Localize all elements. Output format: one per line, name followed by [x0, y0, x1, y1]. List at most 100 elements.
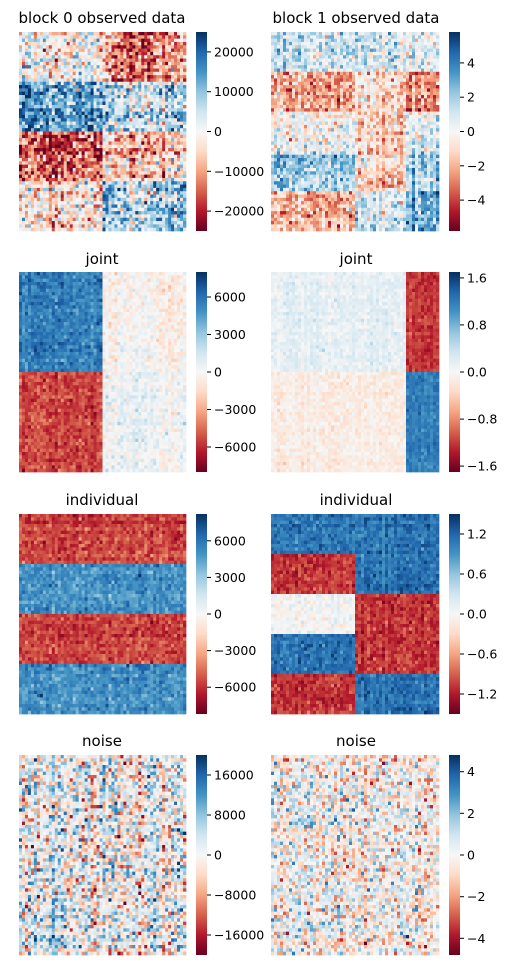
- heatmap-cell: [436, 72, 439, 76]
- heatmap-cell: [108, 161, 111, 165]
- heatmap-cell: [55, 218, 58, 222]
- heatmap-cell: [58, 128, 61, 132]
- heatmap-cell: [61, 128, 64, 132]
- heatmap-cell: [162, 158, 165, 162]
- heatmap-cell: [61, 138, 64, 142]
- heatmap-cell: [349, 125, 352, 129]
- heatmap-cell: [123, 125, 126, 129]
- heatmap-cell: [73, 105, 76, 109]
- heatmap-cell: [406, 85, 409, 89]
- heatmap-cell: [156, 148, 159, 152]
- heatmap-cell: [73, 171, 76, 175]
- heatmap-cell: [97, 45, 100, 49]
- heatmap-cell: [123, 168, 126, 172]
- heatmap-cell: [385, 68, 388, 72]
- heatmap-cell: [105, 112, 108, 116]
- heatmap-cell: [123, 59, 126, 63]
- heatmap-cell: [310, 55, 313, 59]
- heatmap-cell: [165, 92, 168, 96]
- heatmap-cell: [114, 45, 117, 49]
- heatmap-cell: [58, 125, 61, 129]
- heatmap-cell: [55, 185, 58, 189]
- heatmap-cell: [52, 122, 55, 126]
- heatmap-cell: [91, 62, 94, 66]
- heatmap-cell: [22, 59, 25, 63]
- heatmap-cell: [397, 82, 400, 86]
- heatmap-cell: [67, 105, 70, 109]
- heatmap-cell: [135, 78, 138, 82]
- heatmap-cell: [382, 42, 385, 46]
- heatmap-cell: [391, 35, 394, 39]
- heatmap-cell: [70, 75, 73, 79]
- heatmap-cell: [156, 82, 159, 86]
- heatmap-cell: [159, 115, 162, 119]
- heatmap-cell: [174, 65, 177, 69]
- heatmap-cell: [379, 102, 382, 106]
- heatmap-cell: [40, 62, 43, 66]
- heatmap-cell: [126, 68, 129, 72]
- heatmap-cell: [364, 105, 367, 109]
- heatmap-cell: [319, 125, 322, 129]
- heatmap-cell: [94, 218, 97, 222]
- heatmap-cell: [183, 59, 186, 63]
- heatmap-cell: [373, 42, 376, 46]
- heatmap-cell: [64, 112, 67, 116]
- heatmap-cell: [168, 138, 171, 142]
- heatmap-cell: [165, 181, 168, 185]
- heatmap-cell: [382, 59, 385, 63]
- heatmap-cell: [412, 88, 415, 92]
- heatmap-cell: [319, 82, 322, 86]
- heatmap-cell: [370, 115, 373, 119]
- heatmap-cell: [132, 102, 135, 106]
- heatmap-cell: [31, 158, 34, 162]
- heatmap-cell: [141, 138, 144, 142]
- heatmap-cell: [114, 92, 117, 96]
- heatmap-cell: [111, 135, 114, 139]
- heatmap-cell: [144, 188, 147, 192]
- heatmap-cell: [183, 122, 186, 126]
- heatmap-cell: [343, 115, 346, 119]
- heatmap-cell: [156, 168, 159, 172]
- heatmap-cell: [313, 52, 316, 56]
- heatmap-cell: [111, 98, 114, 102]
- heatmap-cell: [100, 42, 103, 46]
- heatmap-cell: [355, 59, 358, 63]
- heatmap-cell: [289, 125, 292, 129]
- heatmap-cell: [22, 151, 25, 155]
- heatmap-cell: [79, 102, 82, 106]
- heatmap-cell: [129, 141, 132, 145]
- heatmap-cell: [415, 49, 418, 53]
- heatmap-cell: [97, 151, 100, 155]
- heatmap-cell: [55, 68, 58, 72]
- heatmap-cell: [132, 161, 135, 165]
- heatmap-cell: [91, 165, 94, 169]
- heatmap-cell: [421, 75, 424, 79]
- heatmap-cell: [415, 35, 418, 39]
- heatmap-cell: [61, 125, 64, 129]
- heatmap-cell: [412, 52, 415, 56]
- heatmap-cell: [22, 224, 25, 228]
- heatmap-cell: [28, 158, 31, 162]
- heatmap-cell: [52, 88, 55, 92]
- heatmap-cell: [58, 45, 61, 49]
- heatmap-cell: [91, 171, 94, 175]
- heatmap-cell: [165, 78, 168, 82]
- heatmap-cell: [331, 98, 334, 102]
- heatmap-cell: [162, 191, 165, 195]
- heatmap-cell: [391, 122, 394, 126]
- heatmap-cell: [91, 204, 94, 208]
- heatmap-cell: [28, 49, 31, 53]
- heatmap-cell: [76, 78, 79, 82]
- heatmap-cell: [144, 85, 147, 89]
- heatmap-cell: [129, 211, 132, 215]
- heatmap-cell: [19, 211, 22, 215]
- heatmap-cell: [43, 108, 46, 112]
- heatmap-cell: [430, 42, 433, 46]
- heatmap-cell: [67, 92, 70, 96]
- heatmap-cell: [159, 78, 162, 82]
- heatmap-cell: [162, 221, 165, 225]
- heatmap-cell: [171, 72, 174, 76]
- heatmap-cell: [147, 218, 150, 222]
- heatmap-cell: [22, 118, 25, 122]
- heatmap-cell: [25, 115, 28, 119]
